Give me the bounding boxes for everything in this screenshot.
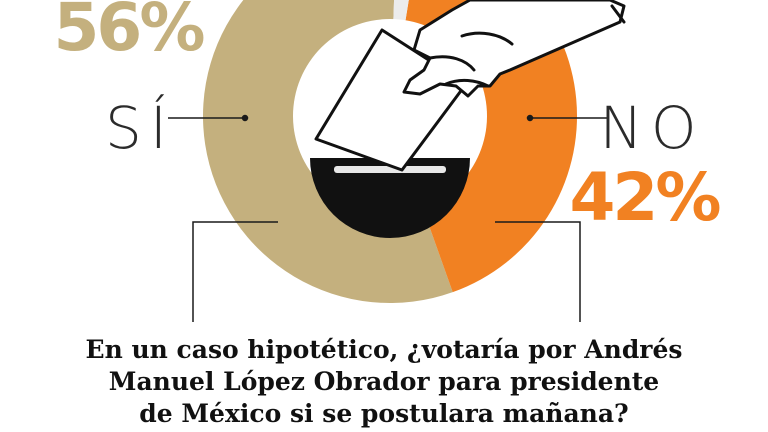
ballot-box-slot	[310, 158, 470, 238]
no-pointer-dot	[526, 114, 534, 122]
question-text: En un caso hipotético, ¿votaría por Andr…	[0, 334, 768, 430]
si-label: SÍ	[105, 93, 175, 162]
si-percent-label: 56%	[54, 0, 205, 66]
hand-icon	[402, 0, 626, 98]
no-percent-label: 42%	[570, 159, 721, 236]
question-line-1: En un caso hipotético, ¿votaría por Andr…	[85, 335, 683, 364]
si-pointer-dot	[241, 114, 249, 122]
question-line-3: de México si se postulara mañana?	[139, 399, 629, 428]
question-bracket-right	[495, 221, 581, 322]
question-bracket-left	[192, 221, 278, 322]
callout-lines	[168, 114, 608, 322]
no-label: NO	[599, 94, 704, 162]
ballot-box-slot-highlight	[334, 166, 446, 173]
question-line-2: Manuel López Obrador para presidente	[108, 367, 660, 396]
